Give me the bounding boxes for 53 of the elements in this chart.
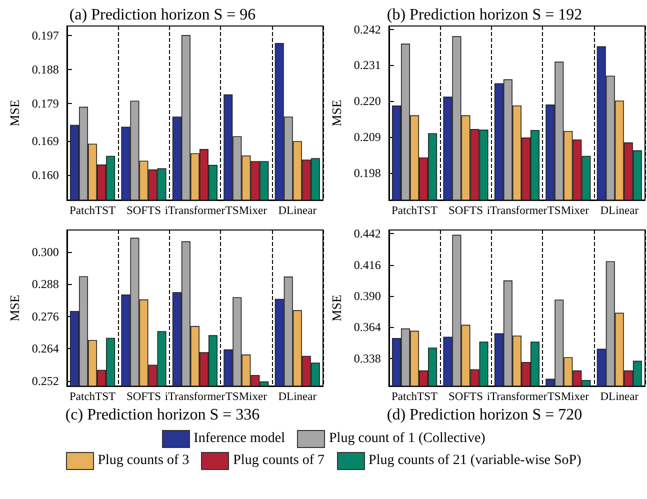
x-tick-label: iTransformer bbox=[164, 205, 226, 217]
y-tick-label: 0.338 bbox=[354, 351, 381, 366]
chart-title: (b) Prediction horizon S = 192 bbox=[386, 6, 582, 24]
legend-label: Plug counts of 3 bbox=[98, 453, 190, 469]
x-tick-label: DLinear bbox=[278, 391, 317, 403]
x-tick-label: PatchTST bbox=[392, 205, 438, 217]
y-axis-title: MSE bbox=[329, 294, 344, 322]
x-tick-label: SOFTS bbox=[126, 391, 161, 403]
y-tick-label: 0.231 bbox=[354, 58, 381, 72]
y-tick-label: 0.276 bbox=[32, 309, 59, 324]
y-tick-label: 0.288 bbox=[32, 277, 59, 292]
legend-label: Plug counts of 21 (variable-wise SoP) bbox=[368, 453, 582, 469]
y-tick-label: 0.264 bbox=[32, 342, 59, 356]
x-tick-label: SOFTS bbox=[126, 205, 161, 217]
y-tick-label: 0.209 bbox=[354, 130, 381, 144]
x-tick-label: DLinear bbox=[600, 205, 639, 217]
x-tick-label: iTransformer bbox=[486, 205, 548, 217]
y-tick-label: 0.169 bbox=[32, 134, 59, 148]
legend-label: Plug count of 1 (Collective) bbox=[329, 431, 486, 447]
text: (d) Prediction horizon S = 720 bbox=[386, 406, 582, 424]
x-tick-label: PatchTST bbox=[70, 205, 116, 217]
x-tick-label: TSMixer bbox=[225, 205, 268, 217]
text: (c) Prediction horizon S = 336 bbox=[65, 406, 260, 424]
x-tick-label: iTransformer bbox=[486, 391, 548, 403]
y-axis-title: MSE bbox=[7, 100, 22, 126]
y-tick-label: 0.197 bbox=[32, 28, 59, 42]
y-tick-label: 0.242 bbox=[354, 22, 381, 36]
x-tick-label: PatchTST bbox=[392, 391, 438, 403]
x-tick-label: SOFTS bbox=[448, 391, 483, 403]
y-axis-title: MSE bbox=[7, 294, 22, 322]
y-tick-label: 0.442 bbox=[354, 226, 381, 241]
x-tick-label: TSMixer bbox=[225, 391, 268, 403]
y-tick-label: 0.252 bbox=[32, 374, 59, 388]
chart-title: (a) Prediction horizon S = 96 bbox=[69, 6, 256, 24]
y-tick-label: 0.220 bbox=[354, 94, 381, 108]
y-tick-label: 0.179 bbox=[32, 96, 59, 110]
x-tick-label: DLinear bbox=[278, 205, 317, 217]
y-tick-label: 0.416 bbox=[354, 258, 381, 272]
x-tick-label: PatchTST bbox=[70, 391, 116, 403]
y-axis-title: MSE bbox=[329, 100, 344, 126]
y-tick-label: 0.364 bbox=[354, 320, 381, 334]
x-tick-label: TSMixer bbox=[547, 205, 590, 217]
legend-label: Plug counts of 7 bbox=[233, 453, 325, 469]
y-tick-label: 0.390 bbox=[354, 289, 381, 303]
x-tick-label: DLinear bbox=[600, 391, 639, 403]
x-tick-label: SOFTS bbox=[448, 205, 483, 217]
legend-label: Inference model bbox=[194, 431, 286, 447]
y-tick-label: 0.198 bbox=[354, 166, 381, 180]
y-tick-label: 0.300 bbox=[32, 244, 59, 259]
x-tick-label: TSMixer bbox=[547, 391, 590, 403]
y-tick-label: 0.160 bbox=[32, 168, 59, 182]
x-tick-label: iTransformer bbox=[164, 391, 226, 403]
y-tick-label: 0.188 bbox=[32, 62, 59, 76]
